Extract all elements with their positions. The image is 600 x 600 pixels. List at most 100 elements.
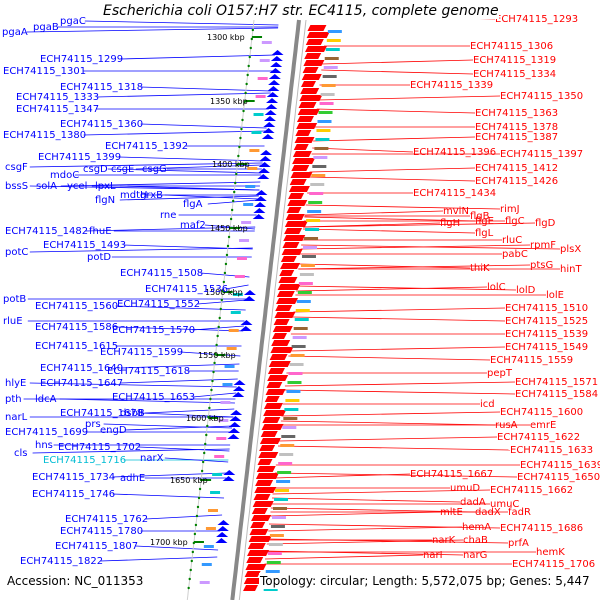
- cds-arrow-left: [243, 296, 256, 301]
- cds-arrow-right: [255, 480, 274, 486]
- label-connector: [107, 168, 262, 174]
- feature-bar: [278, 462, 293, 465]
- label-connector: [295, 286, 488, 292]
- cds-arrow-left: [254, 202, 267, 207]
- label-connector: [288, 346, 506, 352]
- feature-bar: [265, 570, 280, 573]
- feature-bar: [318, 111, 333, 114]
- gene-label-right: dadX: [475, 507, 501, 518]
- gene-label-right: flgL: [475, 228, 494, 239]
- feature-bar: [292, 336, 307, 339]
- cds-arrow-right: [296, 123, 318, 129]
- ruler-dot: [245, 82, 248, 86]
- cds-arrow-left: [240, 320, 253, 325]
- cds-arrow-right: [292, 151, 312, 157]
- cds-arrow-right: [245, 564, 267, 570]
- label-connector: [281, 411, 501, 417]
- cds-arrow-right: [295, 130, 312, 136]
- cds-arrow-right: [251, 508, 268, 514]
- label-connector: [118, 156, 263, 162]
- feature-bar: [285, 399, 300, 402]
- gene-label-left: ECH74115_1301: [3, 66, 86, 77]
- feature-bar: [299, 273, 314, 276]
- cds-arrow-right: [276, 291, 295, 297]
- feature-bar: [270, 525, 285, 528]
- cds-arrow-right: [258, 452, 279, 458]
- ruler-dot: [238, 145, 241, 149]
- cds-arrow-left: [233, 380, 246, 385]
- label-connector: [280, 420, 496, 426]
- label-connector: [269, 511, 441, 517]
- gene-label-left: ECH74115_1493: [43, 240, 126, 251]
- cds-arrow-left: [243, 290, 256, 295]
- gene-label-left: pgaB: [33, 22, 59, 33]
- right-gene-labels: ECH74115_1293 ECH74115_1306 ECH74115_1319 E…: [410, 14, 600, 570]
- genome-tracks: [186, 19, 342, 600]
- label-connector: [301, 244, 561, 250]
- cds-arrow-right: [300, 81, 316, 87]
- label-connector: [293, 307, 506, 313]
- label-connector: [29, 162, 263, 168]
- label-connector: [29, 185, 260, 191]
- feature-bar: [287, 381, 302, 384]
- feature-bar: [326, 39, 341, 42]
- label-connector: [308, 176, 476, 182]
- feature-bar: [309, 192, 324, 195]
- ruler: 1300 kbp 1350 kbp 1400 kbp 1450 kbp 1500 kbp…: [150, 28, 263, 590]
- feature-bar: [228, 329, 239, 332]
- ruler-dot: [246, 73, 249, 77]
- cds-arrow-left: [264, 110, 277, 115]
- feature-bar: [255, 95, 266, 98]
- feature-bar: [226, 347, 237, 350]
- feature-bar: [300, 264, 315, 267]
- feature-bar: [259, 59, 270, 62]
- label-connector: [140, 412, 234, 418]
- ruler-dot: [188, 577, 191, 581]
- cds-arrow-right: [247, 550, 270, 556]
- ruler-dot: [231, 199, 235, 203]
- cds-arrow-right: [254, 487, 277, 493]
- gene-label-left: narL: [5, 412, 28, 423]
- gene-label-right: lolD: [516, 285, 536, 296]
- feature-bar: [243, 203, 254, 206]
- cds-arrow-left: [216, 526, 229, 531]
- ruler-dot: [200, 469, 204, 473]
- feature-bar: [271, 516, 286, 519]
- gene-label-right: ECH74115_1387: [475, 132, 558, 143]
- gene-label-right: narI: [423, 550, 443, 561]
- gene-label-left: flgN: [95, 195, 115, 206]
- label-connector: [120, 378, 238, 384]
- gene-label-right: ECH74115_1396: [413, 147, 496, 158]
- ruler-dot: [208, 406, 211, 410]
- label-connector: [317, 95, 501, 101]
- gene-label-right: flgB: [470, 211, 490, 222]
- ruler-dot: [193, 532, 197, 536]
- cds-arrow-right: [244, 571, 261, 577]
- gene-label-right: lolE: [546, 290, 564, 301]
- gene-label-left: pgaA: [2, 27, 28, 38]
- gene-label-right: ECH74115_1600: [500, 407, 583, 418]
- gene-label-right: emrE: [530, 420, 556, 431]
- cds-arrow-right: [305, 46, 328, 52]
- cds-arrow-right: [288, 186, 310, 192]
- ruler-dot: [226, 244, 230, 248]
- gene-label-right: ECH74115_1339: [410, 80, 493, 91]
- label-connector: [119, 195, 259, 201]
- cds-arrow-left: [270, 62, 283, 67]
- feature-bar: [297, 291, 312, 294]
- cds-arrow-right: [257, 459, 273, 465]
- label-connector: [32, 448, 230, 454]
- label-connector: [135, 164, 263, 170]
- gene-label-left: fhuE: [89, 226, 112, 237]
- gene-label-left: ECH74115_1822: [20, 556, 103, 567]
- feature-bar: [251, 131, 262, 134]
- gene-label-left: lpxL: [95, 181, 116, 192]
- ruler-dot: [239, 136, 242, 140]
- cds-arrow-right: [301, 74, 322, 80]
- feature-bar: [295, 309, 310, 312]
- feature-bar: [321, 84, 336, 87]
- cds-arrow-right: [246, 557, 264, 563]
- ruler-label: 1450 kbp: [210, 224, 248, 233]
- cds-arrow-left: [232, 386, 245, 391]
